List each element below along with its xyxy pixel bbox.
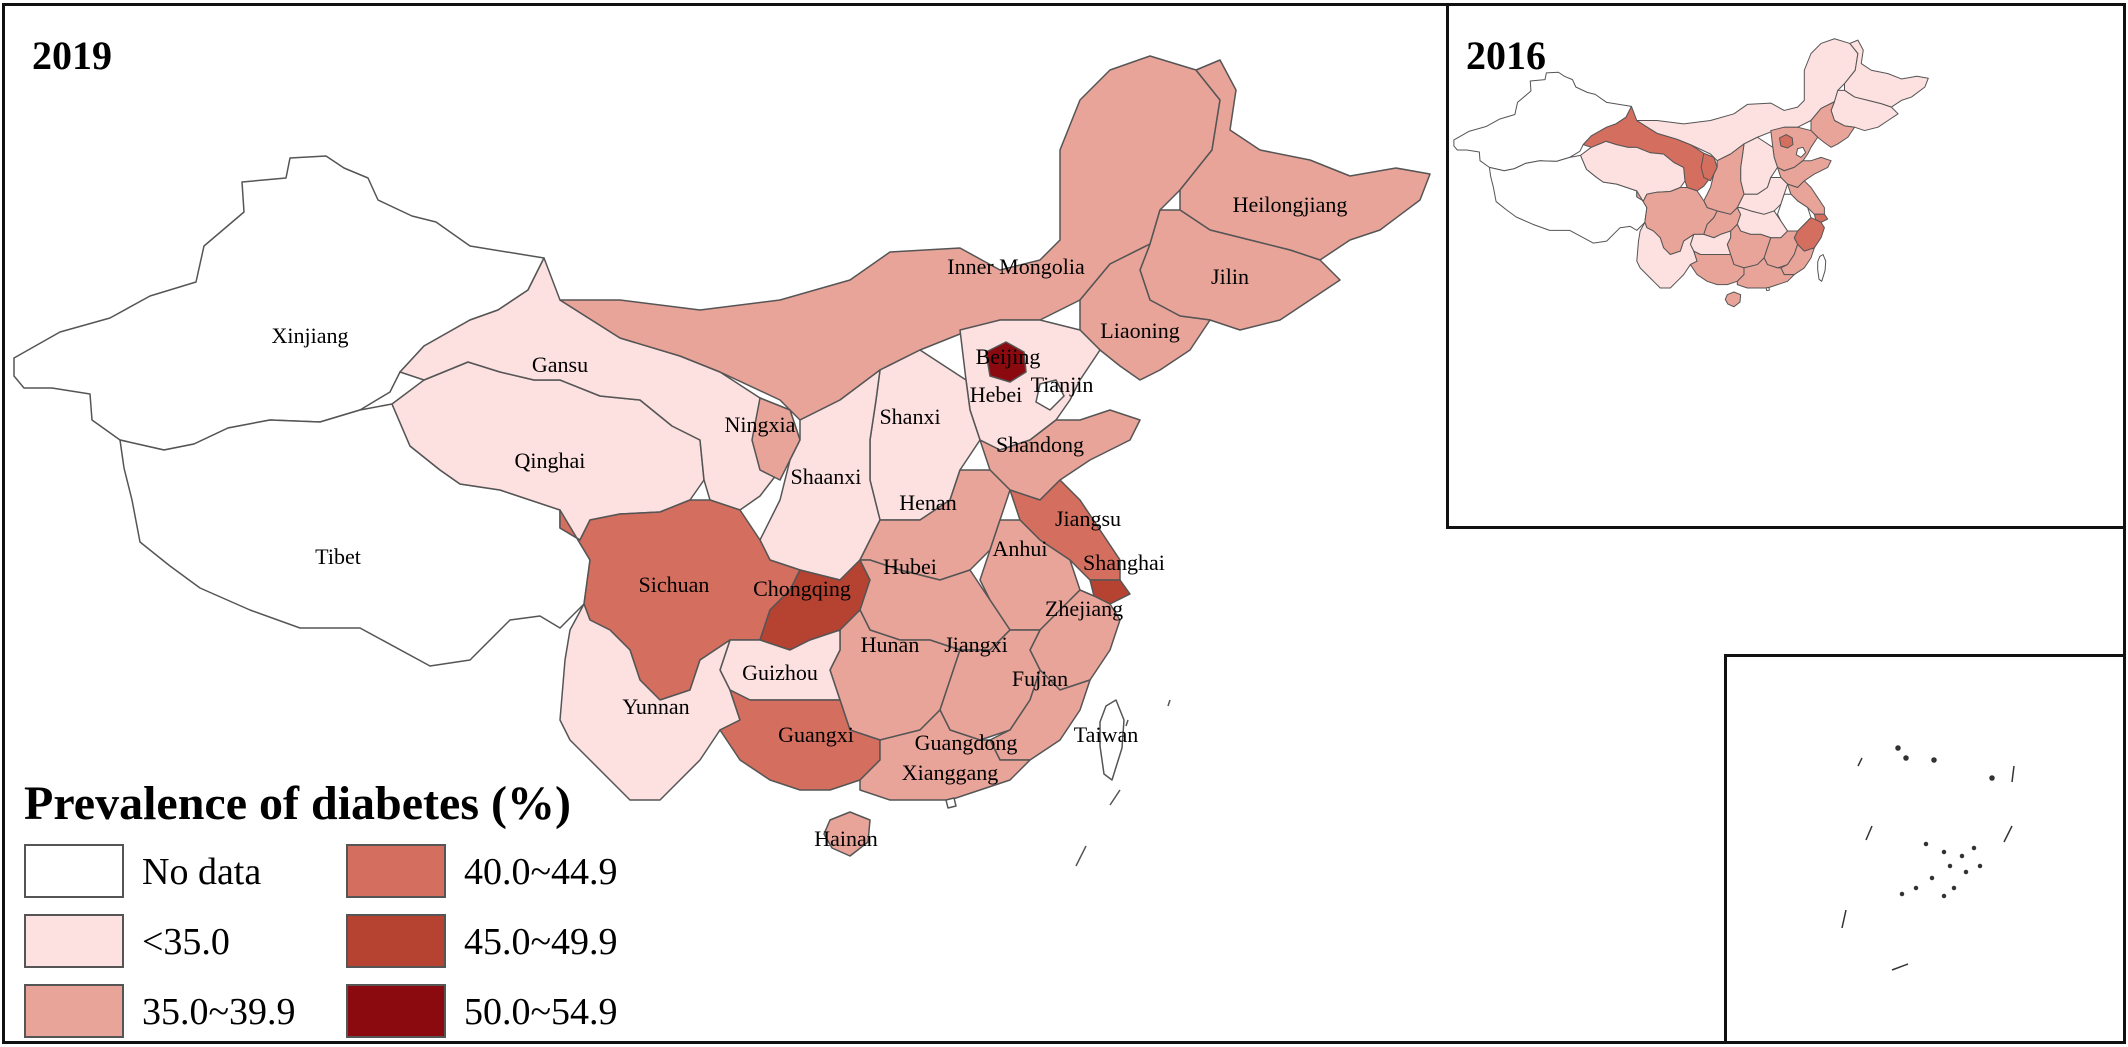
boundary-dash	[1857, 757, 1863, 767]
boundary-dash	[1891, 963, 1909, 971]
region-liaoning	[1079, 243, 1211, 381]
region-tianjin	[1035, 379, 1065, 411]
island-dot	[1971, 845, 1977, 851]
region-label: Sichuan	[639, 572, 710, 597]
region-label: Shanxi	[879, 404, 940, 429]
region-guangdong	[859, 709, 1031, 801]
boundary-dash	[1865, 825, 1873, 841]
region-taiwan	[1099, 699, 1125, 781]
region-label: Hainan	[814, 826, 878, 851]
legend-swatch	[24, 844, 124, 898]
legend-swatch	[24, 914, 124, 968]
main-map-year: 2019	[32, 33, 112, 78]
region-label: Chongqing	[753, 576, 851, 601]
region-heilongjiang	[1179, 59, 1431, 261]
region-xianggang	[945, 797, 957, 809]
boundary-dash	[1841, 909, 1847, 929]
region-shanghai	[1089, 579, 1131, 605]
region-label: Henan	[899, 490, 956, 515]
inset-region-xianggang	[1765, 286, 1770, 292]
inset-region-heilongjiang	[1843, 39, 1929, 108]
legend-label: No data	[142, 851, 262, 893]
legend-label: 50.0~54.9	[464, 991, 618, 1033]
island-dot	[1903, 755, 1909, 761]
boundary-dash	[2011, 765, 2015, 783]
island-dot	[1895, 745, 1901, 751]
region-label: Taiwan	[1074, 722, 1138, 747]
island-dot	[1929, 875, 1935, 881]
region-label: Jilin	[1211, 264, 1249, 289]
south-china-sea-frame	[1724, 654, 2126, 1044]
legend-swatch	[346, 844, 446, 898]
island-dot	[1989, 775, 1995, 781]
island-dot	[1959, 853, 1965, 859]
inset-region-hainan	[1724, 291, 1742, 308]
region-label: Tibet	[315, 544, 361, 569]
inset-map-year: 2016	[1466, 33, 1546, 78]
legend-title: Prevalence of diabetes (%)	[24, 777, 571, 830]
inset-region-tianjin	[1795, 146, 1807, 158]
region-label: Hubei	[883, 554, 937, 579]
legend-swatch	[346, 984, 446, 1038]
boundary-dash	[2003, 825, 2013, 843]
inset-region-liaoning	[1810, 101, 1856, 148]
region-label: Shaanxi	[791, 464, 862, 489]
island-dot	[1947, 863, 1953, 869]
region-label: Guangdong	[915, 730, 1018, 755]
region-beijing	[985, 341, 1027, 383]
region-label: Heilongjiang	[1233, 192, 1348, 217]
inset-region-taiwan	[1817, 253, 1827, 282]
region-label: Yunnan	[622, 694, 689, 719]
region-label: Qinghai	[515, 448, 586, 473]
region-label: Hunan	[861, 632, 920, 657]
island-marks	[1075, 699, 1171, 867]
region-label: Hebei	[970, 382, 1023, 407]
region-label: Xianggang	[902, 760, 999, 785]
region-label: Guangxi	[778, 722, 854, 747]
region-label: Zhejiang	[1045, 596, 1123, 621]
region-label: Guizhou	[742, 660, 818, 685]
island-dot	[1899, 891, 1905, 897]
inset-region-beijing	[1779, 134, 1794, 149]
region-label: Fujian	[1012, 666, 1068, 691]
region-hainan	[823, 811, 871, 857]
legend-swatch	[346, 914, 446, 968]
inset-region-guangdong	[1736, 257, 1795, 289]
island-dot	[1913, 885, 1919, 891]
region-label: Jiangxi	[944, 632, 1008, 657]
region-ningxia	[751, 397, 801, 481]
island-dot	[1941, 849, 1947, 855]
region-label: Liaoning	[1100, 318, 1179, 343]
legend-label: 45.0~49.9	[464, 921, 618, 963]
region-label: Shanghai	[1083, 550, 1165, 575]
island-dot	[1977, 863, 1983, 869]
island-dot	[1931, 757, 1937, 763]
region-label: Beijing	[976, 344, 1041, 369]
region-label: Gansu	[532, 352, 588, 377]
region-label: Anhui	[993, 536, 1048, 561]
region-label: Shandong	[996, 432, 1084, 457]
legend-swatch	[24, 984, 124, 1038]
region-label: Jiangsu	[1055, 506, 1121, 531]
inset-2016-frame	[1446, 3, 2126, 529]
region-label: Xinjiang	[272, 323, 349, 348]
island-dot	[1951, 885, 1957, 891]
legend-label: <35.0	[142, 921, 230, 963]
island-dot	[1963, 869, 1969, 875]
legend-label: 35.0~39.9	[142, 991, 296, 1033]
region-label: Ningxia	[725, 412, 796, 437]
region-label: Inner Mongolia	[947, 254, 1085, 279]
island-dot	[1941, 893, 1947, 899]
region-label: Tianjin	[1031, 372, 1094, 397]
island-dot	[1923, 841, 1929, 847]
legend-label: 40.0~44.9	[464, 851, 618, 893]
inset-region-ningxia	[1700, 152, 1718, 182]
